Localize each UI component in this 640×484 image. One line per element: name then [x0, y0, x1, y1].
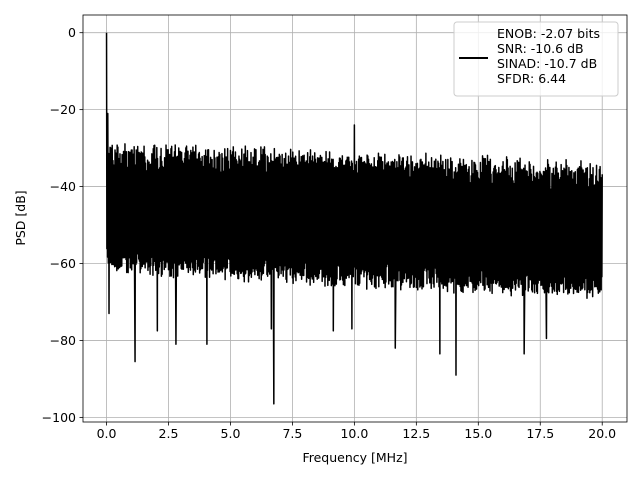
y-axis-label: PSD [dB] — [13, 190, 28, 245]
x-axis-label: Frequency [MHz] — [302, 450, 407, 465]
y-tick-label: −80 — [50, 333, 76, 348]
legend-line-3: SINAD: -10.7 dB — [497, 56, 597, 71]
legend-line-2: SNR: -10.6 dB — [497, 41, 584, 56]
x-tick-label: 17.5 — [526, 426, 554, 441]
series-psd — [105, 32, 603, 405]
x-tick-label: 10.0 — [340, 426, 368, 441]
x-tick-label: 0.0 — [97, 426, 117, 441]
ticks: 0.0 2.5 5.0 7.5 10.0 12.5 15.0 17.5 20.0 0 −20 −40 −… — [42, 25, 617, 441]
y-tick-label: −60 — [50, 256, 76, 271]
y-tick-label: 0 — [68, 25, 76, 40]
y-tick-label: −20 — [50, 102, 76, 117]
x-tick-label: 15.0 — [464, 426, 492, 441]
legend: ENOB: -2.07 bits SNR: -10.6 dB SINAD: -1… — [453, 21, 619, 97]
legend-line-1: ENOB: -2.07 bits — [497, 26, 600, 41]
legend-line-4: SFDR: 6.44 — [497, 71, 566, 86]
axes-frame — [82, 14, 628, 423]
x-tick-label: 2.5 — [159, 426, 179, 441]
legend-box — [453, 21, 619, 97]
x-tick-label: 20.0 — [588, 426, 616, 441]
y-tick-label: −100 — [42, 410, 76, 425]
x-tick-label: 12.5 — [402, 426, 430, 441]
x-tick-label: 7.5 — [282, 426, 302, 441]
y-tick-label: −40 — [50, 179, 76, 194]
x-tick-label: 5.0 — [221, 426, 241, 441]
psd-trace — [105, 32, 603, 405]
